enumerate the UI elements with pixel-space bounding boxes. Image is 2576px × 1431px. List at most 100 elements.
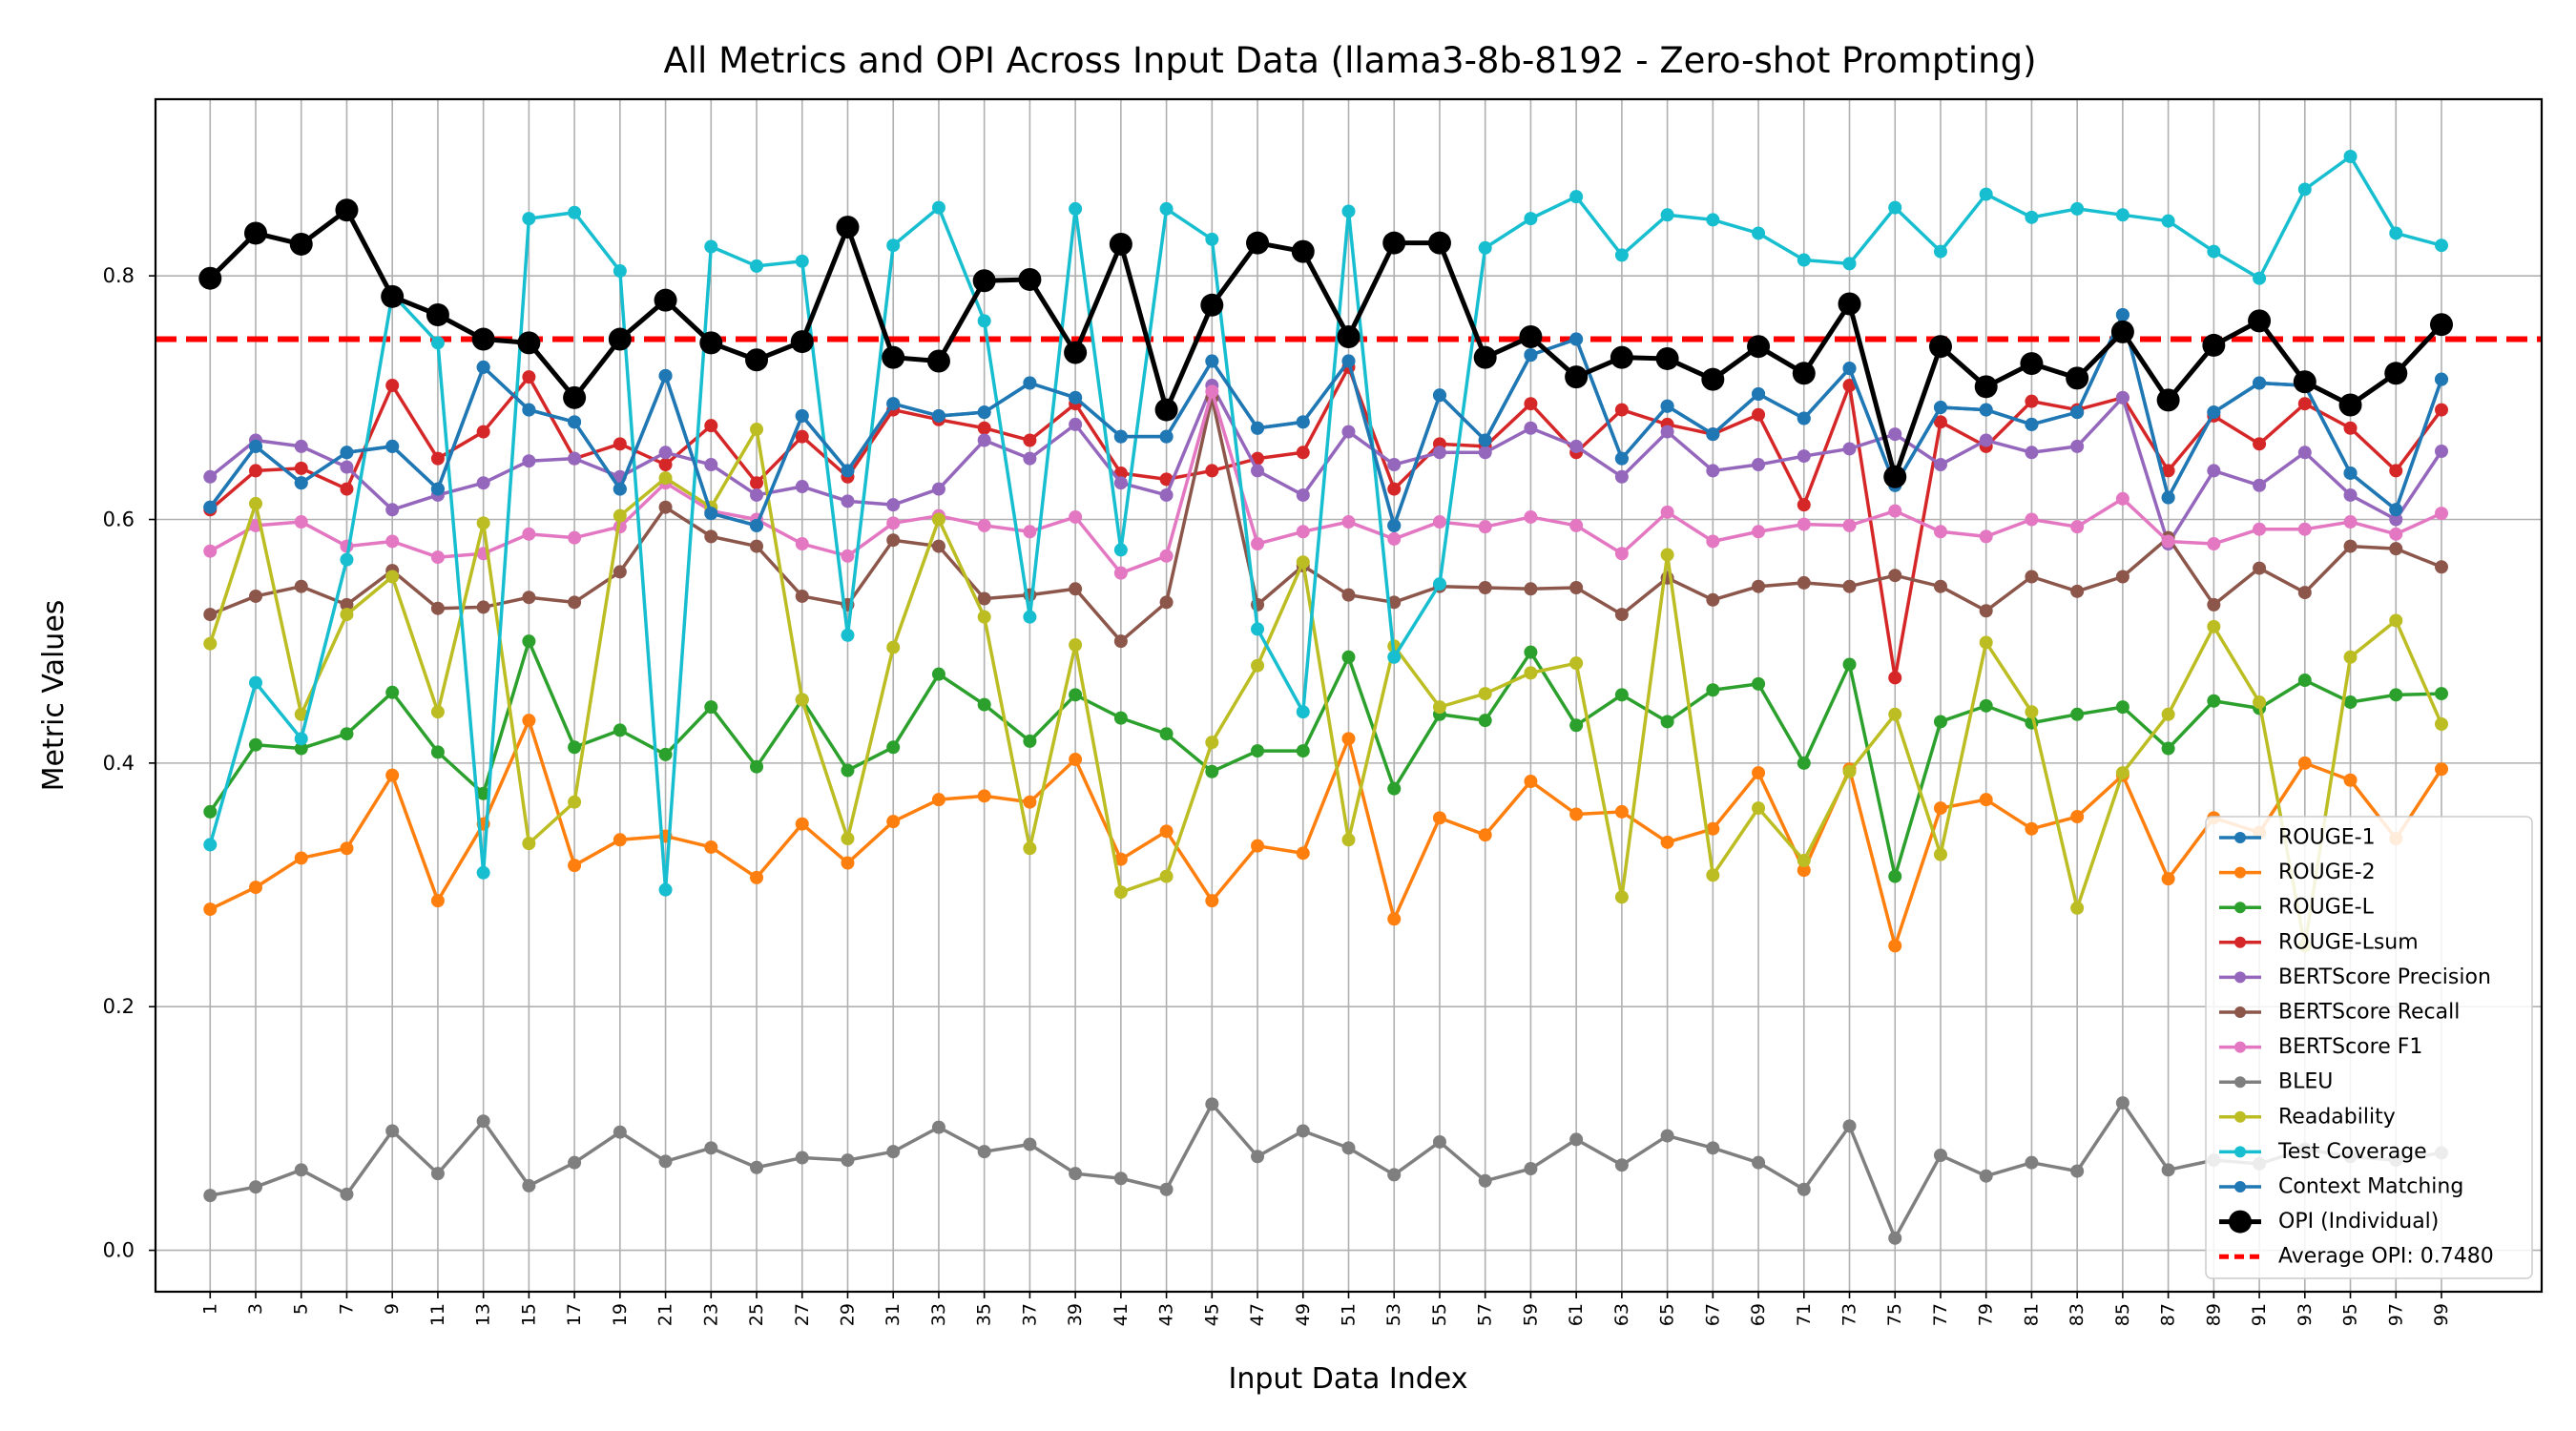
data-point xyxy=(795,408,809,423)
data-point xyxy=(1569,656,1584,671)
data-point xyxy=(2253,437,2267,451)
data-point xyxy=(568,415,582,429)
data-point xyxy=(931,667,945,681)
data-point xyxy=(2115,491,2129,506)
data-point xyxy=(335,198,359,222)
data-point xyxy=(1069,753,1083,767)
data-point xyxy=(2253,376,2267,390)
data-point xyxy=(1023,433,1037,447)
data-point xyxy=(2434,444,2448,458)
data-point xyxy=(340,482,354,496)
data-point xyxy=(1154,398,1178,422)
data-point xyxy=(1432,446,1446,460)
data-point xyxy=(340,1187,354,1201)
data-point xyxy=(1614,248,1629,262)
data-point xyxy=(294,461,308,475)
data-point xyxy=(568,530,582,545)
data-point xyxy=(931,408,945,423)
data-point xyxy=(1023,376,1037,390)
data-point xyxy=(568,205,582,219)
data-point xyxy=(2253,561,2267,575)
legend-entry-label: Test Coverage xyxy=(2277,1140,2427,1164)
x-tick-label: 63 xyxy=(1611,1303,1632,1326)
x-tick-label: 77 xyxy=(1930,1303,1951,1326)
data-point xyxy=(1842,442,1857,456)
legend-entry-label: ROUGE-2 xyxy=(2278,861,2376,884)
data-point xyxy=(568,595,582,610)
data-point xyxy=(476,476,490,490)
data-point xyxy=(1296,705,1310,719)
x-tick-label: 89 xyxy=(2203,1303,2224,1326)
data-point xyxy=(2115,307,2129,321)
data-point xyxy=(1432,700,1446,715)
data-point xyxy=(568,795,582,809)
data-point xyxy=(2025,570,2039,584)
data-point xyxy=(1933,415,1947,429)
data-point xyxy=(2389,527,2403,541)
data-point xyxy=(1979,403,1993,417)
data-point xyxy=(1478,714,1492,728)
data-point xyxy=(249,464,263,478)
data-point xyxy=(608,327,632,351)
data-point xyxy=(1933,458,1947,472)
x-tick-label: 67 xyxy=(1702,1303,1723,1326)
data-point xyxy=(1382,231,1406,255)
data-point xyxy=(2161,707,2175,721)
data-point xyxy=(1023,610,1037,624)
y-tick-label: 0.8 xyxy=(103,264,135,287)
data-point xyxy=(2343,421,2358,435)
data-point xyxy=(1888,200,1902,215)
data-point xyxy=(1883,465,1907,488)
data-point xyxy=(699,331,723,355)
data-point xyxy=(1933,579,1947,593)
data-point xyxy=(2115,1096,2129,1110)
data-point xyxy=(568,451,582,466)
data-point xyxy=(1752,579,1766,593)
data-point xyxy=(1432,577,1446,591)
data-point xyxy=(2202,333,2226,357)
data-point xyxy=(1842,362,1857,376)
data-point xyxy=(1069,582,1083,596)
series-line xyxy=(208,427,2443,948)
data-point xyxy=(294,476,308,490)
legend-swatch-marker xyxy=(2234,902,2246,914)
data-point xyxy=(1842,518,1857,532)
data-point xyxy=(750,476,764,490)
x-tick-label: 91 xyxy=(2249,1303,2270,1326)
data-point xyxy=(1159,472,1174,487)
data-point xyxy=(385,1124,400,1138)
data-point xyxy=(841,832,855,846)
data-point xyxy=(2207,597,2221,612)
x-tick-label: 57 xyxy=(1475,1303,1496,1326)
data-point xyxy=(2025,705,2039,719)
data-point xyxy=(931,482,945,496)
data-point xyxy=(2025,446,2039,460)
data-point xyxy=(2434,687,2448,701)
data-point xyxy=(1387,912,1402,926)
data-point xyxy=(2025,512,2039,527)
data-point xyxy=(2025,210,2039,224)
data-point xyxy=(745,348,769,372)
data-point xyxy=(1159,549,1174,563)
data-point xyxy=(1933,715,1947,729)
legend-entry-label: OPI (Individual) xyxy=(2278,1210,2439,1234)
data-point xyxy=(1842,764,1857,778)
data-point xyxy=(1069,688,1083,702)
data-point xyxy=(704,419,718,433)
data-point xyxy=(977,591,991,606)
data-point xyxy=(795,1151,809,1165)
data-point xyxy=(886,1145,901,1159)
data-point xyxy=(1524,666,1538,680)
y-tick-label: 0.4 xyxy=(103,752,135,775)
data-point xyxy=(2025,821,2039,836)
data-point xyxy=(1341,732,1356,746)
data-point xyxy=(2343,150,2358,164)
data-point xyxy=(1706,213,1720,227)
data-point xyxy=(2343,487,2358,502)
x-tick-label: 3 xyxy=(245,1303,266,1315)
data-point xyxy=(977,610,991,624)
data-point xyxy=(2434,560,2448,574)
data-point xyxy=(790,330,814,354)
data-point xyxy=(1069,201,1083,216)
data-point xyxy=(2343,773,2358,787)
